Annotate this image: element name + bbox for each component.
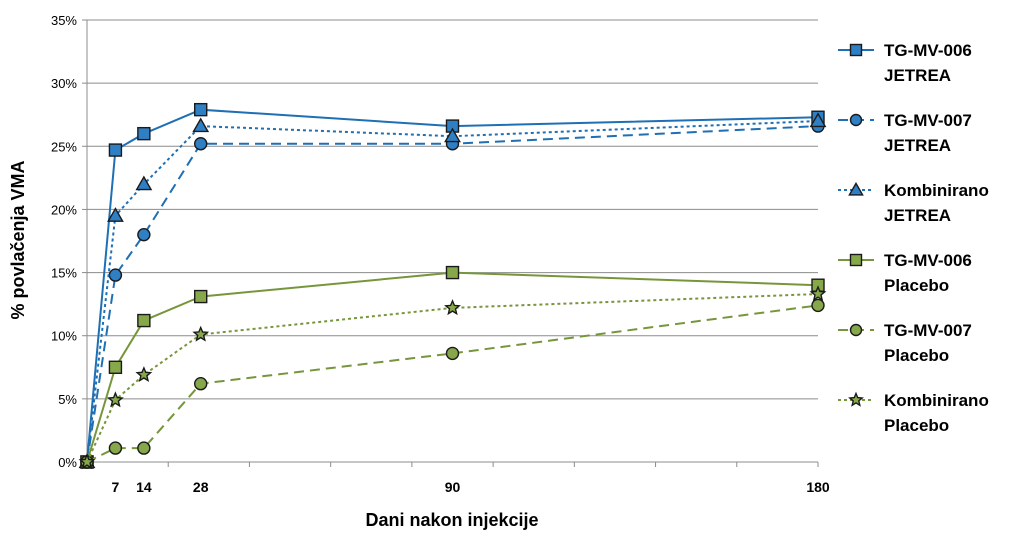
data-point-circle (137, 227, 151, 242)
data-point-square (445, 265, 460, 280)
x-tick-label: 7 (112, 479, 120, 495)
series-6 (78, 285, 827, 470)
legend-label: Kombinirano (884, 391, 989, 410)
legend-item-5: TG-MV-007 Placebo (838, 321, 972, 365)
data-point-square (137, 126, 151, 141)
legend-label: TG-MV-006 (884, 251, 972, 270)
legend-label: TG-MV-007 (884, 111, 972, 130)
y-tick-label: 25% (51, 139, 77, 154)
axes: 0% 5% 10% 15% 20% 25% 30% 35% 7 14 28 90 180 (51, 13, 830, 495)
legend-item-2: TG-MV-007 JETREA (838, 111, 972, 155)
series-3 (78, 112, 827, 469)
x-axis-title: Dani nakon injekcije (365, 510, 538, 530)
legend-item-4: TG-MV-006 Placebo (838, 251, 972, 295)
y-tick-label: 15% (51, 266, 77, 281)
y-tick-label: 30% (51, 76, 77, 91)
data-point-circle (194, 137, 208, 151)
legend-label: Placebo (884, 416, 949, 435)
data-point-star (78, 453, 96, 470)
x-tick-label: 90 (445, 479, 461, 495)
legend: TG-MV-006JETREATG-MV-007JETREAKombiniran… (838, 41, 989, 435)
y-tick-label: 10% (51, 329, 77, 344)
data-point-circle (108, 268, 123, 282)
data-point-star (192, 325, 210, 342)
y-tick-label: 0% (58, 455, 77, 470)
data-point-circle (108, 441, 123, 455)
y-tick-label: 5% (58, 392, 77, 407)
data-point-square (137, 313, 151, 328)
data-point-triangle (848, 181, 864, 196)
legend-label: TG-MV-007 (884, 321, 972, 340)
data-point-square (194, 102, 208, 117)
y-tick-label: 20% (51, 202, 77, 217)
legend-label: JETREA (884, 66, 951, 85)
data-point-star (444, 299, 461, 316)
data-point-triangle (107, 207, 124, 222)
legend-label: JETREA (884, 206, 951, 225)
legend-label: Placebo (884, 346, 949, 365)
data-point-circle (137, 441, 151, 455)
series-line (86, 125, 819, 463)
data-point-star (809, 285, 827, 302)
series-5 (80, 298, 825, 469)
gridlines (87, 19, 818, 400)
data-point-circle (849, 113, 863, 127)
data-point-square (194, 289, 208, 304)
data-point-circle (194, 377, 208, 391)
series-line (86, 120, 819, 463)
data-point-circle (445, 346, 460, 361)
data-point-triangle (135, 175, 153, 191)
series-lines (78, 102, 827, 470)
data-point-square (849, 253, 863, 267)
data-point-triangle (809, 112, 827, 128)
legend-item-1: TG-MV-006 JETREA (838, 41, 972, 85)
series-4 (80, 265, 825, 469)
data-point-square (108, 143, 123, 157)
series-line (86, 293, 819, 463)
series-line (86, 304, 819, 463)
x-tick-label: 14 (136, 479, 152, 495)
legend-label: Placebo (884, 276, 949, 295)
data-point-star (107, 391, 124, 408)
legend-item-6: Kombinirano Placebo (838, 391, 989, 435)
data-point-circle (811, 298, 825, 313)
legend-label: TG-MV-006 (884, 41, 972, 60)
data-point-triangle (444, 127, 461, 143)
data-point-triangle (192, 117, 210, 133)
legend-label: Kombinirano (884, 181, 989, 200)
series-2 (80, 119, 825, 469)
data-point-star (135, 366, 153, 382)
data-point-star (848, 391, 864, 407)
data-point-square (849, 43, 863, 57)
legend-item-3: Kombinirano JETREA (838, 181, 989, 225)
data-point-square (108, 360, 123, 374)
series-line (86, 108, 819, 463)
x-tick-label: 28 (193, 479, 209, 495)
data-point-circle (849, 323, 863, 337)
y-axis-title: % povlačenja VMA (8, 160, 28, 319)
x-tick-label: 180 (806, 479, 830, 495)
legend-label: JETREA (884, 136, 951, 155)
series-line (86, 271, 819, 463)
y-tick-label: 35% (51, 13, 77, 28)
